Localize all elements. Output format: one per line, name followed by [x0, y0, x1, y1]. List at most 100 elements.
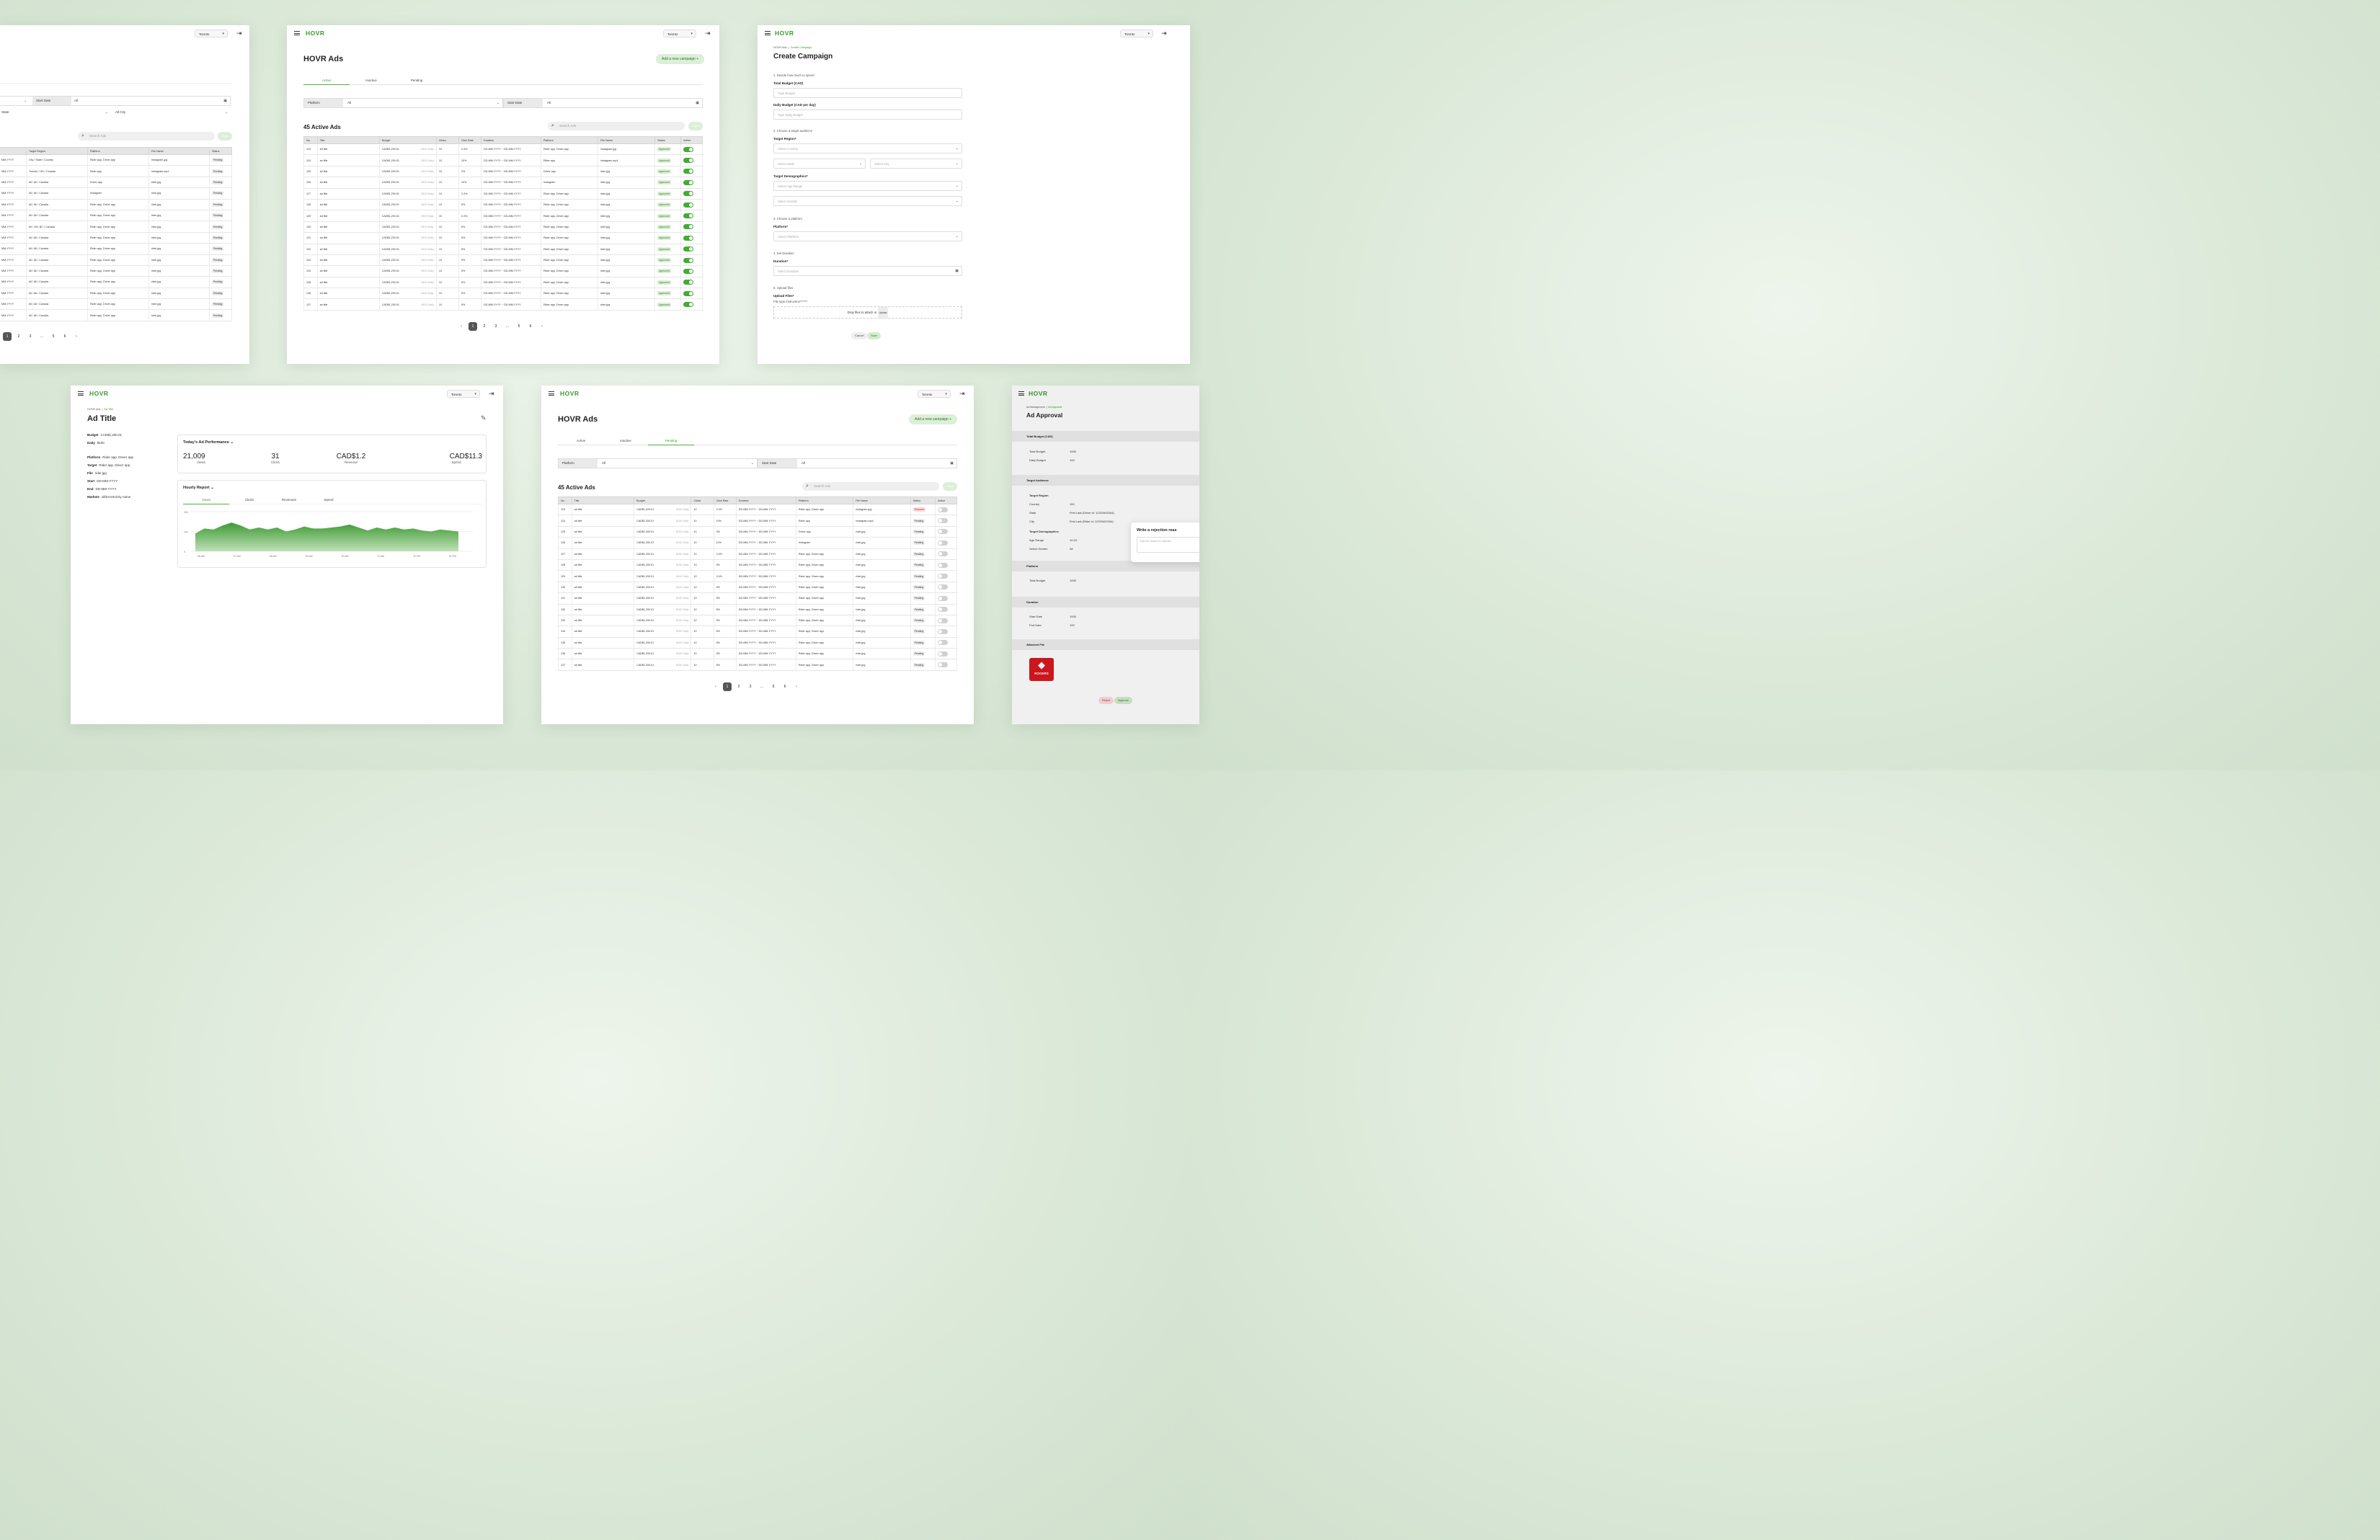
page-button[interactable]: 5: [772, 685, 775, 689]
active-toggle[interactable]: [683, 302, 694, 308]
table-row[interactable]: 126 ad title CAD$1,200.01 $100 Daily 10 10% DD…: [303, 177, 703, 189]
tab-inactive[interactable]: Inactive: [365, 79, 377, 82]
performance-title[interactable]: Today's Ad Performance ⌄: [183, 440, 234, 445]
table-row[interactable]: 129 ad title CAD$1,200.01 $100 Daily 10 2.4% D…: [558, 570, 957, 582]
page-button[interactable]: 6: [63, 334, 66, 339]
platform-select[interactable]: Select Platform ⌄: [773, 231, 962, 241]
table-row[interactable]: MM-YYYY All / All / Canada Rider app, Driv…: [0, 232, 232, 244]
table-row[interactable]: MM-YYYY All / All / Canada Rider app, Driv…: [0, 254, 232, 266]
active-toggle[interactable]: [683, 280, 694, 285]
page-button[interactable]: ...: [40, 334, 44, 339]
table-row[interactable]: 132 ad title CAD$1,200.01 $100 Daily 10 5% DD-…: [558, 604, 957, 615]
active-toggle[interactable]: [938, 607, 949, 613]
table-row[interactable]: 123 ad title CAD$1,200.01 $100 Daily 10 2.4% D…: [303, 143, 703, 156]
add-campaign-button[interactable]: Add a new campaign +: [656, 54, 705, 64]
table-row[interactable]: 136 ad title CAD$1,200.01 $100 Daily 10 5% DD-…: [558, 648, 957, 660]
active-toggle[interactable]: [938, 628, 949, 634]
page-button[interactable]: 1: [3, 332, 12, 341]
table-row[interactable]: 131 ad title CAD$1,200.01 $100 Daily 10 5% DD-…: [558, 592, 957, 605]
table-row[interactable]: 125 ad title CAD$1,200.01 $100 Daily 10 3% DD-…: [303, 166, 703, 178]
page-button[interactable]: 6: [783, 685, 786, 689]
tab-pending[interactable]: Pending: [648, 438, 694, 445]
chevron-right-icon[interactable]: ›: [76, 334, 77, 339]
table-row[interactable]: MM-YYYY All / ON, BC / Canada Rider app, D…: [0, 221, 232, 233]
search-input[interactable]: Search Ads: [78, 132, 215, 141]
tab-inactive[interactable]: Inactive: [620, 439, 631, 442]
active-toggle[interactable]: [938, 584, 949, 590]
dropzone[interactable]: Drop files to attach or Upload: [773, 306, 962, 319]
logout-icon[interactable]: ⇥: [489, 390, 494, 397]
page-button[interactable]: 3: [494, 324, 497, 329]
total-budget-input[interactable]: Type Budget: [773, 88, 962, 98]
active-toggle[interactable]: [683, 202, 694, 208]
page-button[interactable]: 2: [17, 334, 20, 339]
table-row[interactable]: 127 ad title CAD$1,200.01 $100 Daily 10 2.4% D…: [558, 548, 957, 560]
tab-active[interactable]: Active: [576, 439, 586, 442]
active-toggle[interactable]: [938, 529, 949, 535]
table-row[interactable]: 135 ad title CAD$1,200.01 $100 Daily 10 5% DD-…: [558, 637, 957, 649]
active-toggle[interactable]: [938, 540, 949, 546]
active-toggle[interactable]: [683, 257, 694, 263]
city-select[interactable]: Toronto: [195, 30, 228, 37]
active-toggle[interactable]: [683, 290, 694, 296]
clear-button[interactable]: Clear: [688, 122, 703, 130]
table-row[interactable]: MM-YYYY All / All / Canada Rider app, Driv…: [0, 265, 232, 277]
active-toggle[interactable]: [683, 146, 694, 152]
chevron-right-icon[interactable]: ›: [796, 685, 797, 689]
search-input[interactable]: Search Ads: [548, 122, 685, 130]
table-row[interactable]: 126 ad title CAD$1,200.01 $100 Daily 10 10% DD…: [558, 537, 957, 549]
table-row[interactable]: MM-YYYY All / All / Canada Rider app, Driv…: [0, 199, 232, 210]
logout-icon[interactable]: ⇥: [959, 390, 965, 397]
reject-button[interactable]: Reject: [1098, 697, 1114, 704]
table-row[interactable]: 134 ad title CAD$1,200.01 $100 Daily 10 5% DD-…: [303, 265, 703, 277]
breadcrumb-home[interactable]: HOVR Ads: [773, 46, 787, 49]
table-row[interactable]: MM-YYYY All / All / Canada Driver app rider…: [0, 177, 232, 189]
chevron-left-icon[interactable]: ‹: [461, 324, 462, 329]
active-toggle[interactable]: [683, 169, 694, 174]
table-row[interactable]: MM-YYYY All / All / Canada Rider app, Driv…: [0, 243, 232, 255]
tab-pending[interactable]: Pending: [410, 79, 423, 82]
active-toggle[interactable]: [938, 507, 949, 512]
menu-icon[interactable]: [78, 391, 84, 396]
table-row[interactable]: 124 ad title CAD$1,200.01 $100 Daily 10 10% DD…: [303, 154, 703, 166]
clear-button[interactable]: Clear: [218, 132, 232, 141]
table-row[interactable]: MM-YYYY All / All / Canada Rider app, Driv…: [0, 276, 232, 288]
city-select[interactable]: Toronto: [1120, 30, 1153, 37]
table-row[interactable]: 134 ad title CAD$1,200.01 $100 Daily 10 5% DD-…: [558, 626, 957, 638]
table-row[interactable]: 132 ad title CAD$1,200.01 $100 Daily 10 5% DD-…: [303, 244, 703, 255]
page-button[interactable]: 2: [483, 324, 486, 329]
table-row[interactable]: MM-YYYY All / All / Canada Rider app, Driv…: [0, 288, 232, 300]
platform-filter[interactable]: Platform All ⌄: [303, 98, 503, 108]
logout-icon[interactable]: ⇥: [236, 30, 242, 37]
daily-budget-input[interactable]: Type Daily Budget: [773, 110, 962, 120]
table-row[interactable]: MM-YYYY Toronto / ON / Canada Rider app ins…: [0, 165, 232, 177]
table-row[interactable]: 128 ad title CAD$1,200.01 $100 Daily 10 5% DD-…: [558, 559, 957, 571]
chevron-right-icon[interactable]: ›: [541, 324, 543, 329]
table-row[interactable]: MM-YYYY All / All / Canada Rider app, Driv…: [0, 309, 232, 321]
gender-select[interactable]: Select Gender ⌄: [773, 196, 962, 206]
rejection-reason-input[interactable]: Type the reason for rejection: [1137, 537, 1199, 553]
tab-revenues[interactable]: Revenues: [281, 498, 297, 502]
country-select[interactable]: Select Country ⌄: [773, 143, 962, 153]
add-campaign-button[interactable]: Add a new campaign +: [909, 414, 958, 424]
table-row[interactable]: 131 ad title CAD$1,200.01 $100 Daily 10 5% DD-…: [303, 232, 703, 244]
active-toggle[interactable]: [938, 574, 949, 579]
table-row[interactable]: MM-YYYY All / All / Canada Rider app, Driv…: [0, 298, 232, 311]
active-toggle[interactable]: [683, 235, 694, 241]
date-filter-row[interactable]: ⌄ Start Date All ▣: [0, 96, 231, 106]
table-row[interactable]: 123 ad title CAD$1,200.01 $100 Daily 10 2.4% D…: [558, 504, 957, 516]
active-toggle[interactable]: [938, 595, 949, 601]
city-select[interactable]: Toronto: [918, 390, 951, 398]
table-row[interactable]: MM-YYYY All / All / Canada Rider app, Driv…: [0, 210, 232, 222]
menu-icon[interactable]: [549, 391, 554, 396]
active-toggle[interactable]: [683, 246, 694, 252]
active-toggle[interactable]: [683, 191, 694, 197]
edit-icon[interactable]: ✎: [481, 414, 487, 422]
page-button[interactable]: 5: [52, 334, 55, 339]
duration-select[interactable]: Select Duration ▣: [773, 266, 962, 276]
table-row[interactable]: MM-YYYY City / State / Country Rider app, …: [0, 154, 232, 166]
active-toggle[interactable]: [683, 179, 694, 185]
tab-active[interactable]: Active: [303, 78, 350, 85]
platform-filter[interactable]: Platform All ⌄: [558, 458, 758, 468]
tab-clicks[interactable]: Clicks: [245, 498, 254, 502]
